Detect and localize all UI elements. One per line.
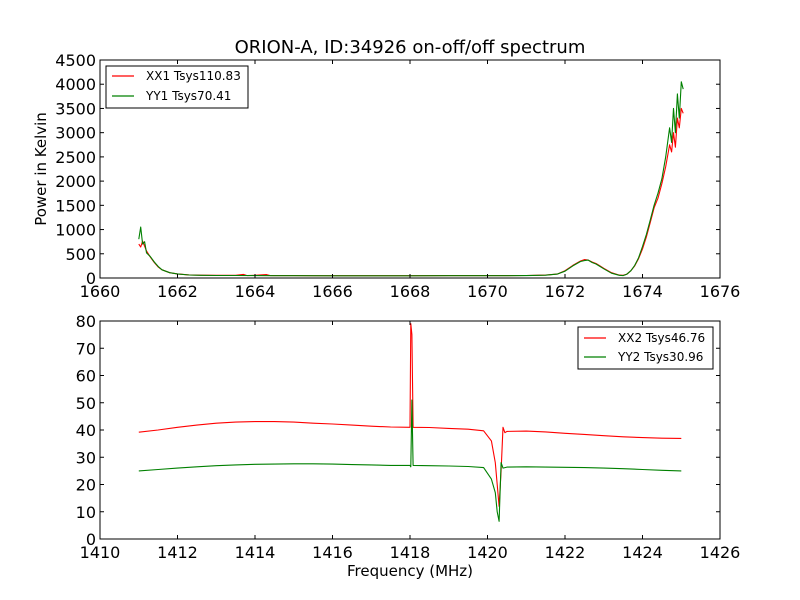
top-legend-box (105, 65, 249, 109)
top-x-tick-label: 1676 (700, 282, 741, 301)
bottom-y-tick-label: 60 (76, 367, 96, 386)
bottom-y-tick-label: 10 (76, 503, 96, 522)
bottom-legend-label-xx2: XX2 Tsys46.76 (618, 331, 705, 345)
top-x-tick-label: 1666 (312, 282, 353, 301)
top-y-tick-label: 4500 (55, 51, 96, 70)
bottom-y-tick-label: 50 (76, 394, 96, 413)
bottom-x-tick-label: 1414 (235, 543, 276, 562)
bottom-x-tick-label: 1426 (700, 543, 741, 562)
bottom-x-tick-label: 1416 (312, 543, 353, 562)
top-y-tick-label: 3000 (55, 124, 96, 143)
bottom-x-tick-label: 1412 (157, 543, 198, 562)
bottom-y-tick-label: 20 (76, 476, 96, 495)
top-y-tick-label: 2500 (55, 148, 96, 167)
top-panel: 1660 1662 1664 1666 1668 1670 1672 1674 1676 0 500… (32, 51, 740, 301)
bottom-y-tick-label: 40 (76, 421, 96, 440)
top-x-tick-label: 1674 (622, 282, 663, 301)
bottom-series-green-line (138, 399, 682, 522)
top-legend: XX1 Tsys110.83 YY1 Tsys70.41 (105, 65, 249, 109)
top-y-tick-label: 3500 (55, 99, 96, 118)
bottom-y-tick-label: 0 (86, 530, 96, 549)
bottom-legend: XX2 Tsys46.76 YY2 Tsys30.96 (577, 326, 714, 370)
bottom-x-tick-label: 1420 (467, 543, 508, 562)
bottom-x-tick-label: 1424 (622, 543, 663, 562)
top-x-tick-label: 1660 (80, 282, 121, 301)
top-legend-label-xx1: XX1 Tsys110.83 (146, 69, 241, 83)
bottom-y-tick-label: 70 (76, 339, 96, 358)
bottom-legend-label-yy2: YY2 Tsys30.96 (617, 350, 703, 364)
top-y-tick-label: 1000 (55, 221, 96, 240)
top-x-tick-label: 1672 (545, 282, 586, 301)
bottom-x-tick-label: 1410 (80, 543, 121, 562)
top-x-tick-label: 1668 (390, 282, 431, 301)
bottom-x-tick-label: 1422 (545, 543, 586, 562)
bottom-y-tick-label: 80 (76, 312, 96, 331)
top-y-tick-label: 4000 (55, 75, 96, 94)
bottom-y-tick-label: 30 (76, 448, 96, 467)
top-y-tick-label: 500 (65, 245, 96, 264)
top-y-tick-label: 2000 (55, 172, 96, 191)
bottom-legend-box (577, 326, 714, 370)
bottom-panel: 1410 1412 1414 1416 1418 1420 1422 1424 1426 0 10 2… (76, 312, 741, 580)
top-x-tick-label: 1662 (157, 282, 198, 301)
top-series-green-line (138, 81, 684, 277)
top-x-tick-label: 1664 (235, 282, 276, 301)
figure-title: ORION-A, ID:34926 on-off/off spectrum (235, 37, 586, 58)
top-y-tick-label: 0 (86, 269, 96, 288)
top-legend-label-yy1: YY1 Tsys70.41 (145, 89, 231, 103)
top-series-red-line (138, 107, 684, 277)
top-x-tick-label: 1670 (467, 282, 508, 301)
bottom-x-tick-label: 1418 (390, 543, 431, 562)
bottom-x-axis-label: Frequency (MHz) (347, 562, 473, 580)
top-y-axis-label: Power in Kelvin (32, 112, 50, 226)
top-y-tick-label: 1500 (55, 196, 96, 215)
bottom-series-red-line (138, 323, 682, 507)
